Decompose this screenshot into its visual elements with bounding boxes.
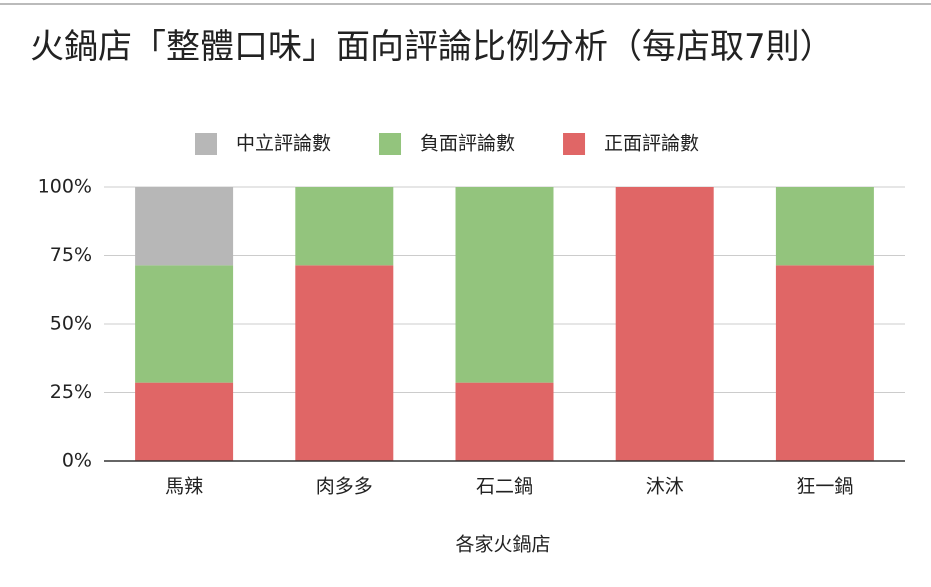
bar-segment (295, 265, 394, 461)
legend-swatch (379, 133, 402, 155)
bar-segment (135, 382, 234, 461)
legend-label: 中立評論數 (236, 133, 331, 155)
y-tick-label: 100% (38, 176, 92, 198)
legend-swatch (195, 133, 217, 155)
chart-title: 火鍋店「整體口味」面向評論比例分析（每店取7則） (30, 27, 834, 67)
bar-segment (295, 187, 394, 266)
bar-segment (135, 265, 234, 383)
bar-segment (455, 187, 554, 383)
x-axis-title: 各家火鍋店 (455, 534, 550, 556)
y-tick-label: 50% (50, 313, 92, 335)
bar-segment (615, 187, 714, 461)
x-tick-label: 狂一鍋 (796, 476, 853, 498)
x-tick-label: 肉多多 (316, 476, 373, 498)
x-tick-label: 石二鍋 (476, 476, 533, 498)
bar-segment (775, 265, 874, 461)
bar-segment (135, 187, 234, 266)
y-tick-label: 25% (50, 381, 92, 403)
x-tick-label: 馬辣 (165, 476, 203, 498)
legend-swatch (563, 133, 586, 155)
legend-label: 負面評論數 (420, 133, 515, 155)
bar-segment (455, 382, 554, 461)
legend-label: 正面評論數 (604, 133, 699, 155)
x-tick-label: 沐沐 (646, 476, 684, 498)
bar-segment (775, 187, 874, 266)
y-tick-label: 75% (50, 244, 92, 266)
y-tick-label: 0% (62, 450, 92, 472)
